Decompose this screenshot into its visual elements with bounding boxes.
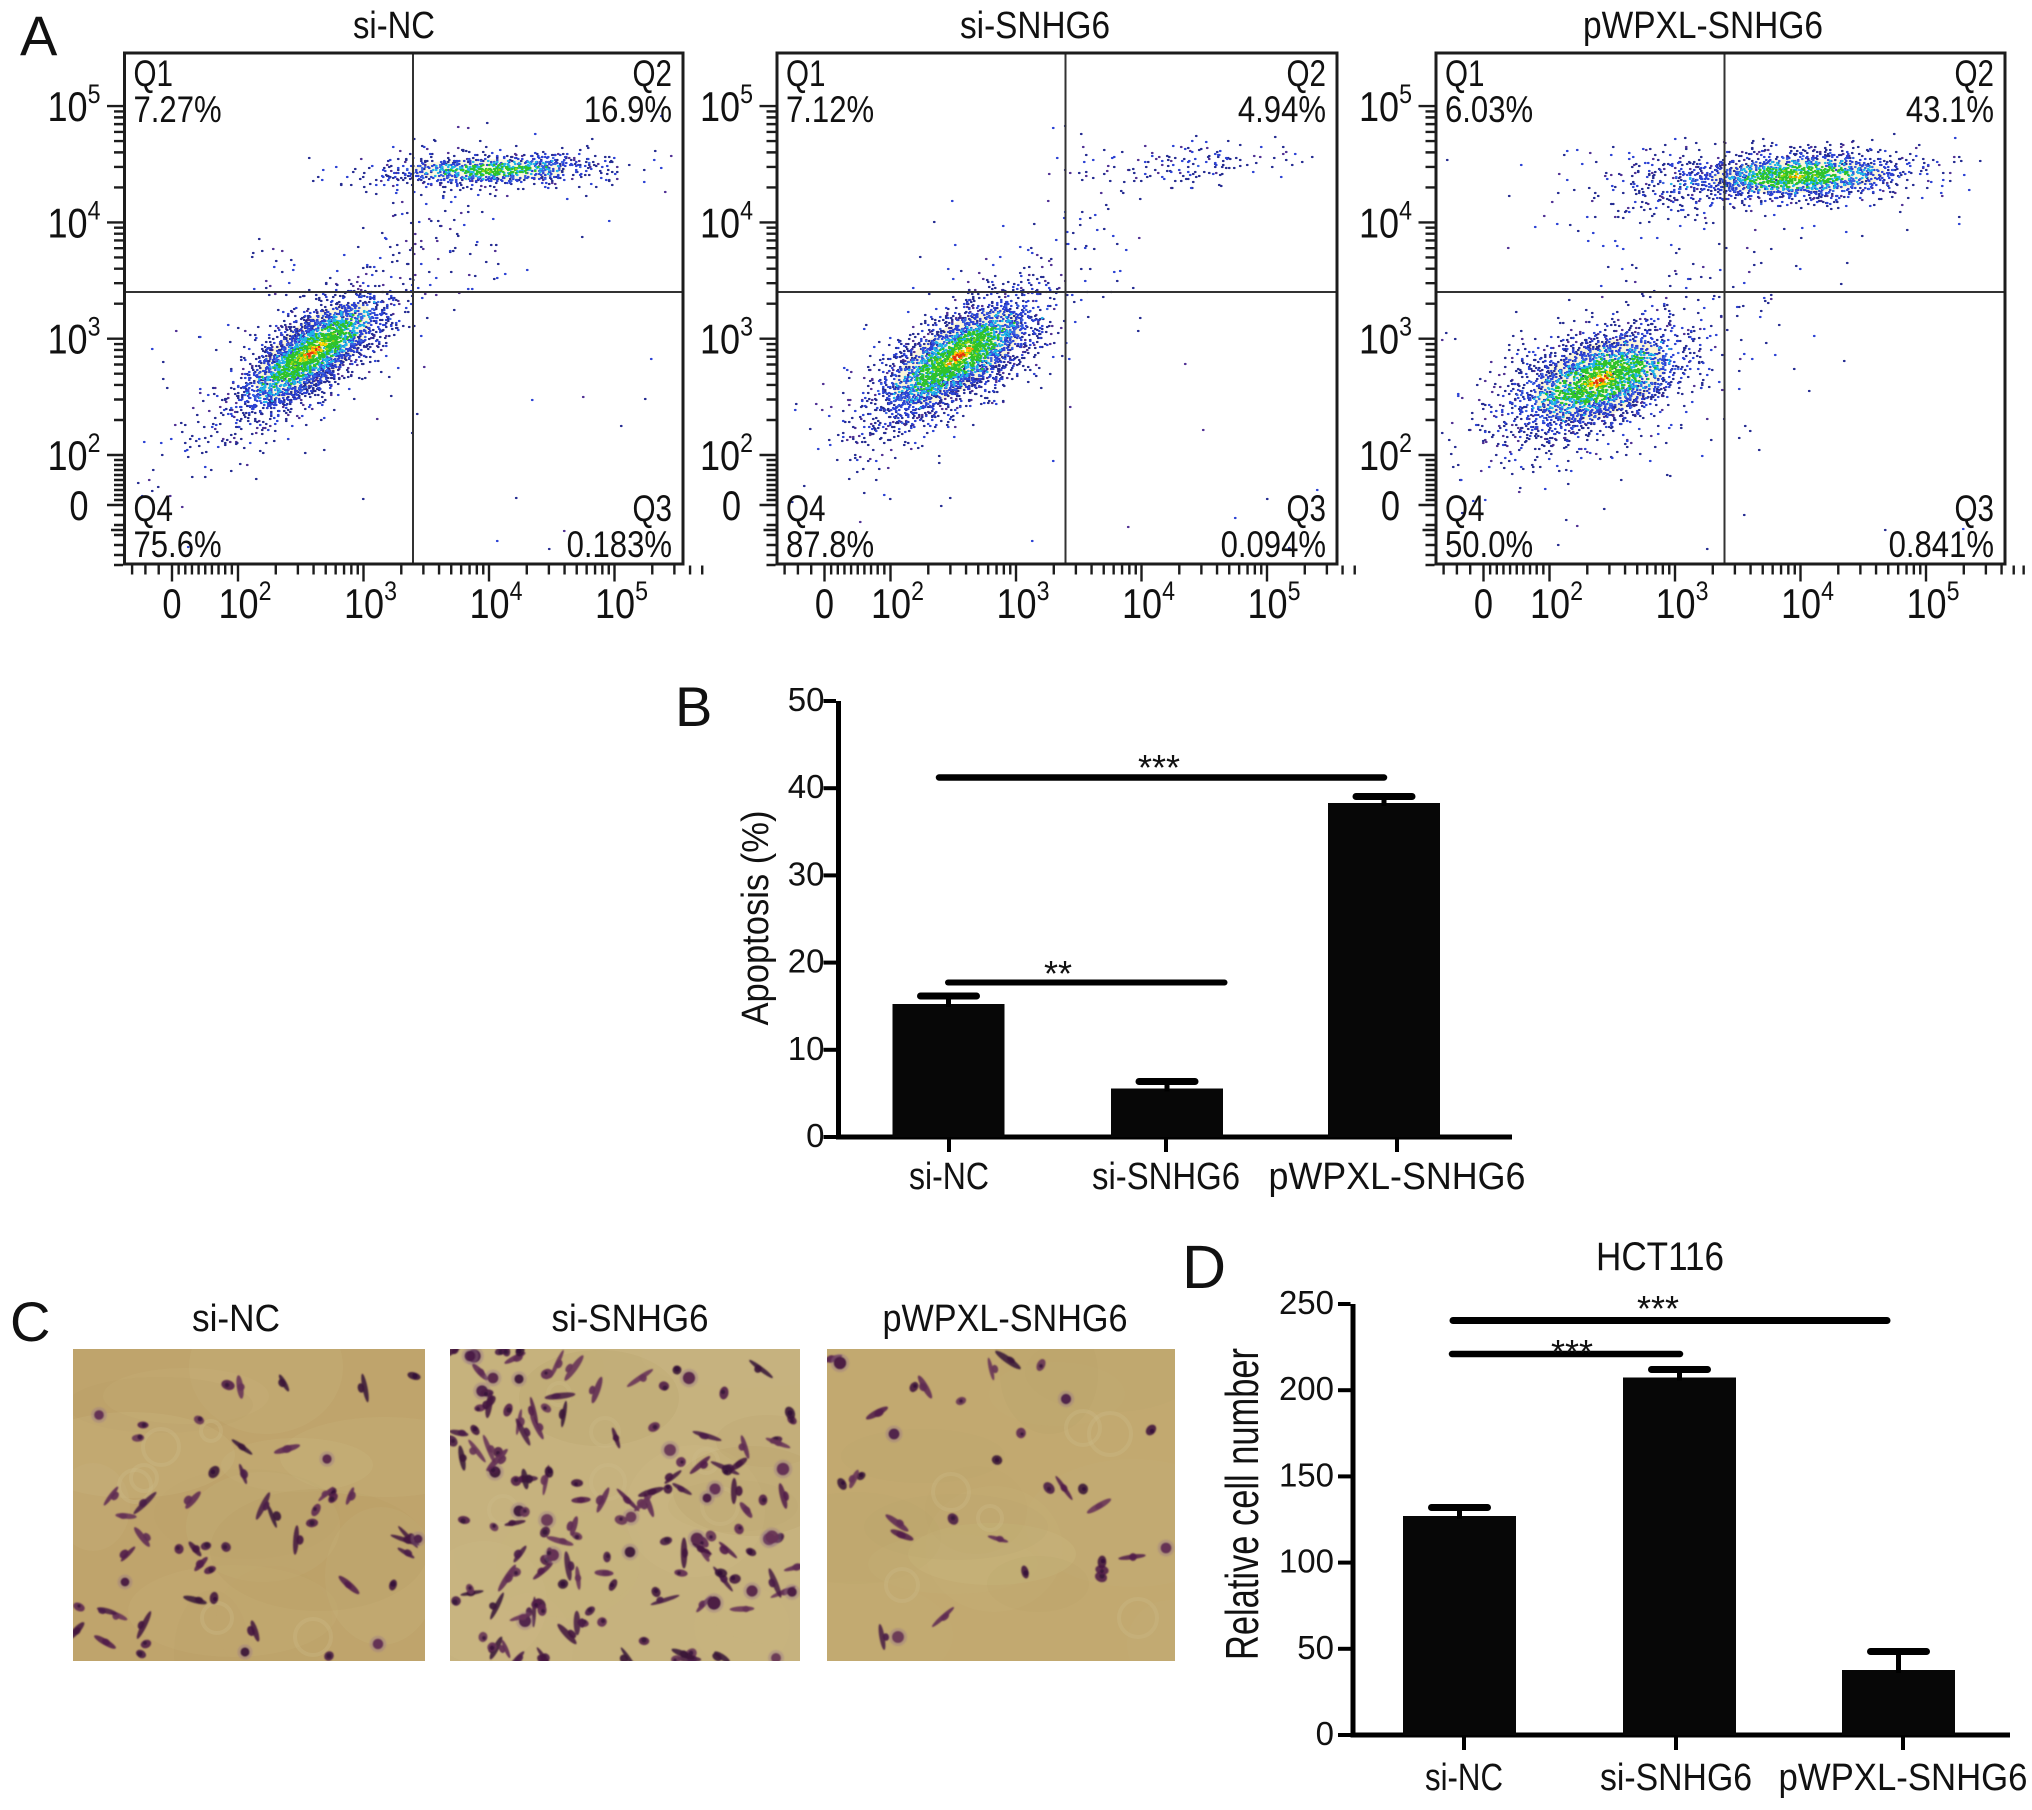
svg-text:Q4: Q4 xyxy=(1445,488,1484,529)
svg-text:103: 103 xyxy=(344,576,397,627)
svg-text:102: 102 xyxy=(1359,428,1412,479)
svg-text:250: 250 xyxy=(1279,1284,1334,1321)
svg-text:Relative cell number: Relative cell number xyxy=(1216,1348,1268,1660)
svg-text:43.1%: 43.1% xyxy=(1906,89,1994,130)
svg-text:0: 0 xyxy=(815,580,834,627)
svg-text:30: 30 xyxy=(788,855,825,892)
svg-text:Q1: Q1 xyxy=(786,53,825,94)
svg-text:D: D xyxy=(1182,1233,1226,1301)
svg-text:0: 0 xyxy=(1381,482,1400,529)
svg-text:0.841%: 0.841% xyxy=(1889,524,1994,565)
svg-text:0: 0 xyxy=(1474,580,1493,627)
svg-text:6.03%: 6.03% xyxy=(1445,89,1533,130)
svg-text:50: 50 xyxy=(1297,1629,1334,1666)
svg-text:pWPXL-SNHG6: pWPXL-SNHG6 xyxy=(1583,5,1823,47)
svg-text:si-NC: si-NC xyxy=(909,1156,989,1198)
svg-text:**: ** xyxy=(1044,953,1072,994)
svg-text:102: 102 xyxy=(700,428,753,479)
svg-text:40: 40 xyxy=(788,768,825,805)
svg-text:200: 200 xyxy=(1279,1370,1334,1407)
svg-text:si-SNHG6: si-SNHG6 xyxy=(1600,1757,1752,1799)
svg-text:Q2: Q2 xyxy=(633,53,672,94)
svg-text:7.12%: 7.12% xyxy=(786,89,874,130)
svg-text:pWPXL-SNHG6: pWPXL-SNHG6 xyxy=(1779,1757,2028,1799)
svg-text:***: *** xyxy=(1138,747,1180,788)
svg-text:Q1: Q1 xyxy=(1445,53,1484,94)
svg-text:10: 10 xyxy=(788,1030,825,1067)
svg-text:si-SNHG6: si-SNHG6 xyxy=(552,1298,709,1340)
svg-text:***: *** xyxy=(1551,1332,1593,1373)
svg-text:103: 103 xyxy=(1656,576,1709,627)
svg-text:pWPXL-SNHG6: pWPXL-SNHG6 xyxy=(883,1298,1128,1340)
svg-text:0: 0 xyxy=(162,580,181,627)
svg-text:87.8%: 87.8% xyxy=(786,524,874,565)
svg-text:Apoptosis (%): Apoptosis (%) xyxy=(735,811,777,1026)
svg-text:Q3: Q3 xyxy=(633,488,672,529)
svg-text:Q4: Q4 xyxy=(786,488,825,529)
svg-text:0: 0 xyxy=(722,482,741,529)
svg-text:75.6%: 75.6% xyxy=(134,524,222,565)
svg-text:Q3: Q3 xyxy=(1955,488,1994,529)
svg-text:si-SNHG6: si-SNHG6 xyxy=(1092,1156,1240,1198)
svg-text:Q3: Q3 xyxy=(1287,488,1326,529)
svg-text:HCT116: HCT116 xyxy=(1596,1235,1724,1279)
svg-text:C: C xyxy=(10,1290,50,1353)
svg-text:si-SNHG6: si-SNHG6 xyxy=(960,5,1110,47)
svg-text:100: 100 xyxy=(1279,1543,1334,1580)
svg-text:150: 150 xyxy=(1279,1456,1334,1493)
svg-text:0: 0 xyxy=(1316,1715,1334,1752)
svg-text:A: A xyxy=(20,4,58,67)
svg-text:0: 0 xyxy=(806,1117,824,1154)
svg-text:50.0%: 50.0% xyxy=(1445,524,1533,565)
svg-text:20: 20 xyxy=(788,943,825,980)
svg-text:0.183%: 0.183% xyxy=(567,524,672,565)
svg-text:Q4: Q4 xyxy=(134,488,173,529)
svg-text:B: B xyxy=(675,675,712,738)
svg-text:16.9%: 16.9% xyxy=(584,89,672,130)
svg-text:Q2: Q2 xyxy=(1287,53,1326,94)
svg-text:si-NC: si-NC xyxy=(1425,1757,1503,1799)
svg-text:si-NC: si-NC xyxy=(353,5,435,47)
svg-text:si-NC: si-NC xyxy=(192,1298,280,1340)
svg-text:4.94%: 4.94% xyxy=(1238,89,1326,130)
svg-text:pWPXL-SNHG6: pWPXL-SNHG6 xyxy=(1269,1156,1526,1198)
svg-text:50: 50 xyxy=(788,681,825,718)
svg-text:0: 0 xyxy=(69,482,88,529)
svg-text:7.27%: 7.27% xyxy=(134,89,222,130)
svg-text:***: *** xyxy=(1637,1288,1679,1329)
svg-text:0.094%: 0.094% xyxy=(1221,524,1326,565)
svg-text:Q1: Q1 xyxy=(134,53,173,94)
svg-text:102: 102 xyxy=(219,576,272,627)
svg-text:Q2: Q2 xyxy=(1955,53,1994,94)
